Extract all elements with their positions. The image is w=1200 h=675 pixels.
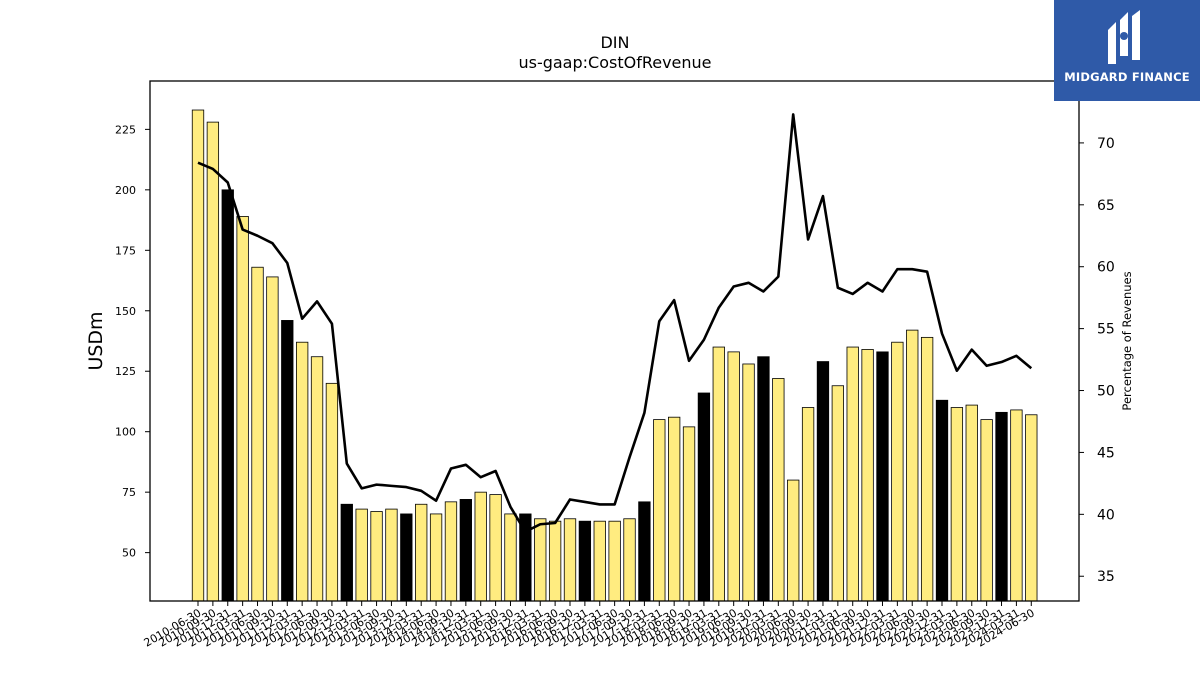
y-tick-label: 75 [122,486,136,499]
midgard-logo-icon [1108,10,1140,64]
y-tick-label: 100 [115,426,136,439]
bar-2015-06-30 [489,494,502,602]
y-axis-label: USDm [85,311,107,370]
bar-2017-06-30 [608,520,621,602]
bar-2019-03-31 [712,346,725,602]
bar-2023-06-30 [965,404,978,602]
bar-2021-12-31 [876,351,889,602]
bar-2016-06-30 [548,520,562,602]
bar-2018-06-30 [668,416,681,602]
y-tick-label: 50 [122,547,136,560]
bar-2013-09-30 [385,508,398,602]
y-axis-right: 35 40 45 50 55 60 65 70 [1079,136,1115,585]
bar-2010-12-31 [221,189,234,602]
bar-2022-12-31 [935,399,949,602]
brand-logo: MIDGARD FINANCE [1054,0,1200,101]
bar-2024-06-30 [1025,414,1038,602]
bar-2015-09-30 [504,513,517,602]
percentage-line [197,113,1033,533]
y2-tick-label: 65 [1097,198,1115,214]
bar-2011-12-31 [281,320,294,602]
y2-tick-label: 40 [1097,507,1115,523]
bar-2022-06-30 [906,329,919,602]
bar-2012-12-31 [340,503,353,602]
bar-2016-03-31 [534,518,547,602]
y2-tick-label: 55 [1097,322,1115,338]
bar-2017-09-30 [623,518,636,602]
bar-2016-09-30 [563,518,577,602]
bar-2010-09-30 [206,121,220,602]
bar-2020-06-30 [787,479,800,602]
y2-tick-label: 35 [1097,569,1115,585]
bar-2020-09-30 [801,407,815,602]
y-tick-label: 225 [115,123,136,136]
bar-2023-09-30 [980,419,993,602]
x-axis: 2010-06-302010-09-302010-12-312011-03-31… [142,601,1037,650]
bar-2015-03-31 [474,491,487,602]
bar-2019-12-31 [757,356,770,602]
bar-2021-03-31 [831,385,844,602]
bar-2017-03-31 [593,520,606,602]
bar-2011-06-30 [251,266,264,602]
bar-2021-09-30 [861,349,874,602]
bar-2024-03-31 [1010,409,1023,602]
y2-tick-label: 50 [1097,384,1115,400]
bars-layer [191,109,1038,602]
bar-2012-06-30 [310,356,324,602]
bar-2011-03-31 [236,216,249,602]
bar-2021-06-30 [846,346,859,602]
bar-2017-12-31 [638,501,651,602]
bar-2020-03-31 [772,378,785,602]
bar-2014-03-31 [415,503,428,602]
line-layer [197,113,1033,533]
y2-axis-label: Percentage of Revenues [1120,271,1134,410]
bar-2016-12-31 [578,520,592,602]
y2-tick-label: 70 [1097,136,1115,152]
bar-2013-12-31 [400,513,413,602]
brand-logo-text: MIDGARD FINANCE [1064,70,1190,84]
y-tick-label: 175 [115,244,136,257]
bar-2011-09-30 [266,276,279,602]
bar-2014-06-30 [429,513,443,602]
bar-2020-12-31 [816,361,830,602]
chart-title: DIN [600,33,629,52]
chart-subtitle: us-gaap:CostOfRevenue [518,53,711,72]
y2-tick-label: 45 [1097,445,1115,461]
bar-2023-12-31 [995,411,1008,602]
bar-2018-09-30 [682,426,696,602]
y-tick-label: 150 [115,305,136,318]
bar-2023-03-31 [950,407,964,602]
bar-2014-09-30 [444,501,458,602]
bar-2012-03-31 [296,341,309,602]
y2-tick-label: 60 [1097,260,1115,276]
bar-2022-03-31 [891,341,904,602]
y-tick-label: 200 [115,184,136,197]
bar-2013-03-31 [355,508,368,602]
bar-2018-03-31 [653,419,666,602]
bar-2012-09-30 [325,382,339,602]
y-axis-left: 50 75 100 125 150 175 200 225 [115,123,150,560]
y-tick-label: 125 [115,365,136,378]
bar-2010-06-30 [191,109,205,602]
bar-2019-09-30 [742,363,755,602]
bar-2018-12-31 [697,392,711,602]
bar-2013-06-30 [370,511,383,602]
bar-2014-12-31 [459,499,472,602]
bar-2019-06-30 [727,351,740,602]
bar-2022-09-30 [920,336,934,602]
